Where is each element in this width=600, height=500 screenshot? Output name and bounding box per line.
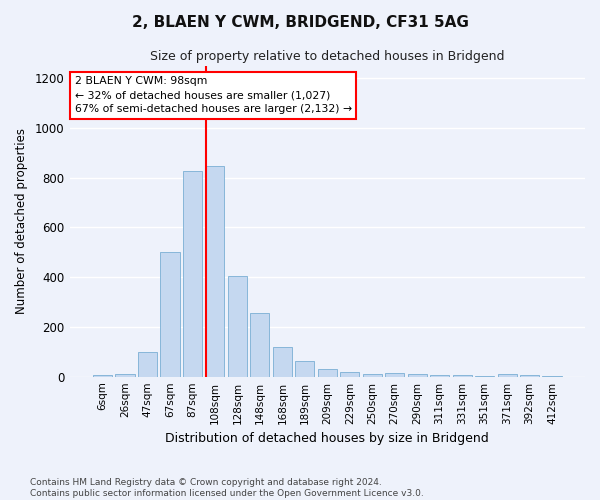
Bar [318, 369, 337, 376]
Bar [138, 352, 157, 376]
Bar [340, 372, 359, 376]
Bar [205, 166, 224, 376]
Text: 2, BLAEN Y CWM, BRIDGEND, CF31 5AG: 2, BLAEN Y CWM, BRIDGEND, CF31 5AG [131, 15, 469, 30]
Bar [273, 347, 292, 376]
Bar [295, 360, 314, 376]
Bar [93, 374, 112, 376]
Bar [250, 313, 269, 376]
Bar [115, 374, 134, 376]
Text: Contains HM Land Registry data © Crown copyright and database right 2024.
Contai: Contains HM Land Registry data © Crown c… [30, 478, 424, 498]
Bar [362, 374, 382, 376]
Bar [385, 373, 404, 376]
Title: Size of property relative to detached houses in Bridgend: Size of property relative to detached ho… [150, 50, 505, 63]
Y-axis label: Number of detached properties: Number of detached properties [15, 128, 28, 314]
Bar [497, 374, 517, 376]
Text: 2 BLAEN Y CWM: 98sqm
← 32% of detached houses are smaller (1,027)
67% of semi-de: 2 BLAEN Y CWM: 98sqm ← 32% of detached h… [75, 76, 352, 114]
Bar [430, 374, 449, 376]
Bar [160, 252, 179, 376]
Bar [407, 374, 427, 376]
Bar [183, 172, 202, 376]
Bar [228, 276, 247, 376]
X-axis label: Distribution of detached houses by size in Bridgend: Distribution of detached houses by size … [166, 432, 489, 445]
